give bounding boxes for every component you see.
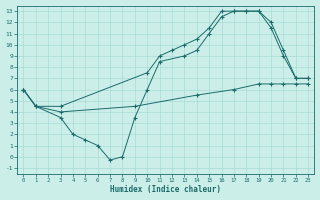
X-axis label: Humidex (Indice chaleur): Humidex (Indice chaleur): [110, 185, 221, 194]
